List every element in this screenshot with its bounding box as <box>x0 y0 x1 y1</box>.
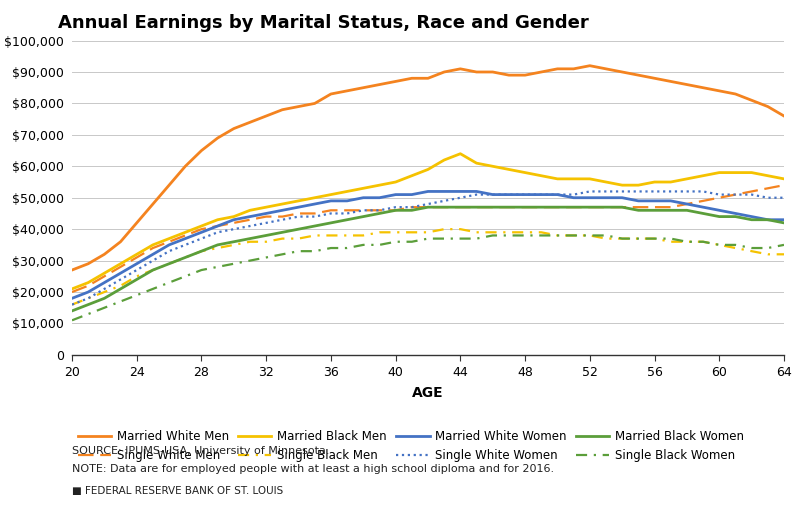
X-axis label: AGE: AGE <box>412 386 444 400</box>
Text: NOTE: Data are for employed people with at least a high school diploma and for 2: NOTE: Data are for employed people with … <box>72 463 554 474</box>
Text: SOURCE: IPUMS-USA, University of Minnesota.: SOURCE: IPUMS-USA, University of Minneso… <box>72 446 330 456</box>
Legend: Married White Men, Single White Men, Married Black Men, Single Black Men, Marrie: Married White Men, Single White Men, Mar… <box>78 430 744 462</box>
Text: Annual Earnings by Marital Status, Race and Gender: Annual Earnings by Marital Status, Race … <box>58 14 589 32</box>
Text: ■ FEDERAL RESERVE BANK OF ST. LOUIS: ■ FEDERAL RESERVE BANK OF ST. LOUIS <box>72 486 283 496</box>
